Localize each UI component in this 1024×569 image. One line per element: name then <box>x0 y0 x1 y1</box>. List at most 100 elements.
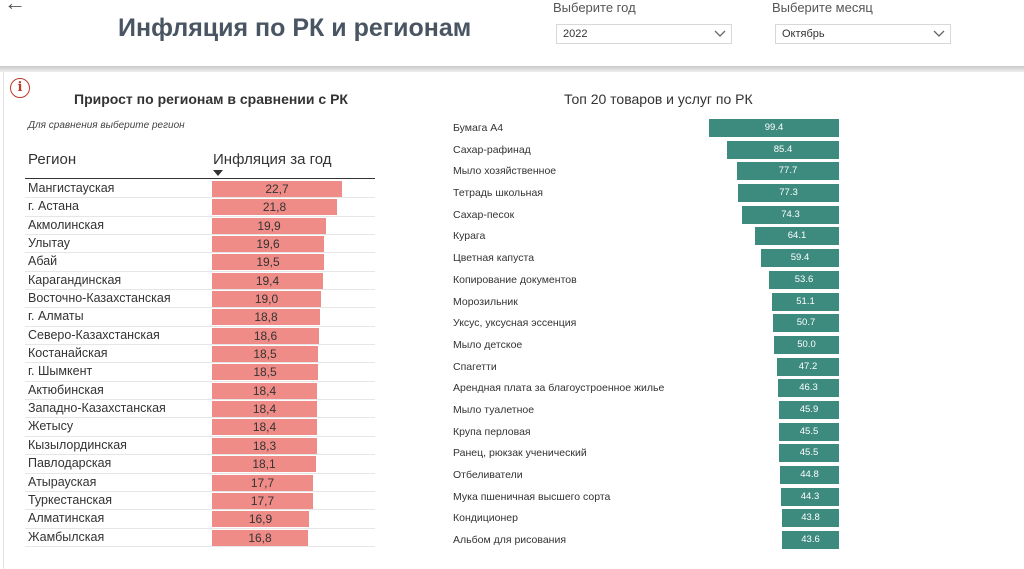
item-bar <box>727 140 839 159</box>
item-value: 50.0 <box>797 338 816 350</box>
item-name: Мыло хозяйственное <box>453 165 557 178</box>
region-inflation-value: 16,9 <box>248 512 273 527</box>
header-divider <box>0 66 1024 72</box>
item-row[interactable]: Сахар-рафинад 85.4 <box>453 140 873 162</box>
region-inflation-value: 17,7 <box>250 493 275 508</box>
item-row[interactable]: Мыло туалетное 45.9 <box>453 400 873 422</box>
region-inflation-value: 18,3 <box>252 438 277 453</box>
region-inflation-value: 16,8 <box>248 530 272 545</box>
item-name: Цветная капуста <box>453 252 535 265</box>
region-table: Мангистауская 22,7 г. Астана 21,8 Акмолинска… <box>25 180 375 547</box>
item-name: Отбеливатели <box>453 469 523 481</box>
item-row[interactable]: Уксус, уксусная эссенция 50.7 <box>453 313 873 335</box>
region-name: Северо-Казахстанская <box>28 327 160 342</box>
item-value: 43.8 <box>801 512 820 524</box>
item-name: Спагетти <box>453 360 497 373</box>
region-row[interactable]: Атырауская 17,7 <box>25 474 375 492</box>
region-inflation-bar <box>212 346 318 363</box>
item-row[interactable]: Отбеливатели 44.8 <box>453 465 873 487</box>
sort-desc-icon[interactable] <box>213 170 223 176</box>
region-inflation-bar <box>212 364 318 381</box>
region-row[interactable]: Жетысу 18,4 <box>25 418 375 437</box>
item-row[interactable]: Мыло хозяйственное 77.7 <box>453 161 873 183</box>
item-row[interactable]: Копирование документов 53.6 <box>453 270 873 292</box>
item-name: Ранец, рюкзак ученический <box>453 447 587 460</box>
item-value: 59.4 <box>790 252 810 264</box>
region-inflation-bar <box>212 492 313 509</box>
item-bar <box>769 270 839 289</box>
region-row[interactable]: Актюбинская 18,4 <box>25 382 375 401</box>
region-row[interactable]: Алматинская 16,9 <box>25 510 375 529</box>
region-inflation-bar <box>212 382 317 399</box>
month-select[interactable]: Октябрь <box>775 24 951 44</box>
region-row[interactable]: Кызылординская 18,3 <box>25 437 375 456</box>
region-name: Акмолинская <box>28 217 104 232</box>
item-bar <box>780 466 839 484</box>
item-name: Сахар-песок <box>453 208 515 221</box>
region-row[interactable]: Мангистауская 22,7 <box>25 180 375 199</box>
info-circle-icon[interactable]: i <box>10 78 30 98</box>
region-row[interactable]: Северо-Казахстанская 18,6 <box>25 327 375 346</box>
region-name: Улытау <box>28 236 71 251</box>
region-row[interactable]: Карагандинская 19,4 <box>25 272 375 291</box>
back-arrow-icon[interactable]: ← <box>4 0 26 15</box>
region-row[interactable]: г. Шымкент 18,5 <box>25 363 375 382</box>
item-row[interactable]: Арендная плата за благоустроенное жилье 4… <box>453 378 873 400</box>
region-inflation-bar <box>212 236 324 253</box>
year-select-value: 2022 <box>563 28 588 40</box>
region-inflation-value: 18,4 <box>252 402 277 417</box>
region-inflation-bar <box>212 511 309 528</box>
item-row[interactable]: Тетрадь школьная 77.3 <box>453 183 873 205</box>
region-inflation-bar <box>212 309 320 326</box>
item-row[interactable]: Сахар-песок 74.3 <box>453 205 873 227</box>
region-row[interactable]: г. Астана 21,8 <box>25 198 375 217</box>
item-row[interactable]: Бумага А4 99.4 <box>453 118 873 140</box>
region-inflation-value: 19,9 <box>257 218 281 233</box>
region-chart-note: Для сравнения выберите регион <box>28 120 185 131</box>
column-header-region: Регион <box>28 151 77 168</box>
month-select-value: Октябрь <box>782 28 825 40</box>
item-row[interactable]: Мука пшеничная высшего сорта 44.3 <box>453 487 873 509</box>
region-inflation-bar <box>212 474 313 491</box>
region-row[interactable]: Туркестанская 17,7 <box>25 492 375 511</box>
item-row[interactable]: Курага 64.1 <box>453 226 873 248</box>
item-row[interactable]: Ранец, рюкзак ученический 45.5 <box>453 443 873 465</box>
item-bar <box>774 335 839 354</box>
item-bar <box>779 422 839 441</box>
region-row[interactable]: Восточно-Казахстанская 19,0 <box>25 290 375 309</box>
region-name: Жетысу <box>28 419 74 434</box>
item-bar <box>761 249 839 268</box>
item-name: Тетрадь школьная <box>453 187 543 200</box>
column-header-inflation[interactable]: Инфляция за год <box>213 151 332 168</box>
region-inflation-value: 17,7 <box>250 475 275 490</box>
item-row[interactable]: Альбом для рисования 43.6 <box>453 530 873 552</box>
region-row[interactable]: Костанайская 18,5 <box>25 345 375 364</box>
region-row[interactable]: Улытау 19,6 <box>25 235 375 254</box>
item-bar <box>779 444 839 463</box>
item-row[interactable]: Мыло детское 50.0 <box>453 335 873 357</box>
region-row[interactable]: Павлодарская 18,1 <box>25 455 375 474</box>
region-inflation-value: 18,5 <box>253 347 277 362</box>
dashboard-panel: i Прирост по регионам в сравнении с РК Д… <box>3 72 1024 569</box>
region-name: г. Алматы <box>28 309 84 324</box>
region-name: Алматинская <box>28 511 105 526</box>
region-row[interactable]: Абай 19,5 <box>25 253 375 272</box>
region-inflation-value: 18,1 <box>252 457 276 472</box>
item-name: Морозильник <box>453 295 518 308</box>
item-row[interactable]: Крупа перловая 45.5 <box>453 422 873 444</box>
region-row[interactable]: Жамбылская 16,8 <box>25 529 375 547</box>
item-row[interactable]: Морозильник 51.1 <box>453 292 873 314</box>
item-row[interactable]: Цветная капуста 59.4 <box>453 248 873 270</box>
region-row[interactable]: Западно-Казахстанская 18,4 <box>25 400 375 419</box>
header: ← Инфляция по РК и регионам Выберите год… <box>0 0 1024 66</box>
region-name: г. Шымкент <box>28 364 93 379</box>
item-name: Мука пшеничная высшего сорта <box>453 490 611 503</box>
item-row[interactable]: Кондиционер 43.8 <box>453 508 873 530</box>
region-name: Костанайская <box>28 346 108 361</box>
region-row[interactable]: Акмолинская 19,9 <box>25 217 375 236</box>
item-value: 43.6 <box>801 534 820 546</box>
item-row[interactable]: Спагетти 47.2 <box>453 357 873 379</box>
year-select[interactable]: 2022 <box>556 24 732 44</box>
region-row[interactable]: г. Алматы 18,8 <box>25 308 375 327</box>
item-bar <box>778 379 839 398</box>
